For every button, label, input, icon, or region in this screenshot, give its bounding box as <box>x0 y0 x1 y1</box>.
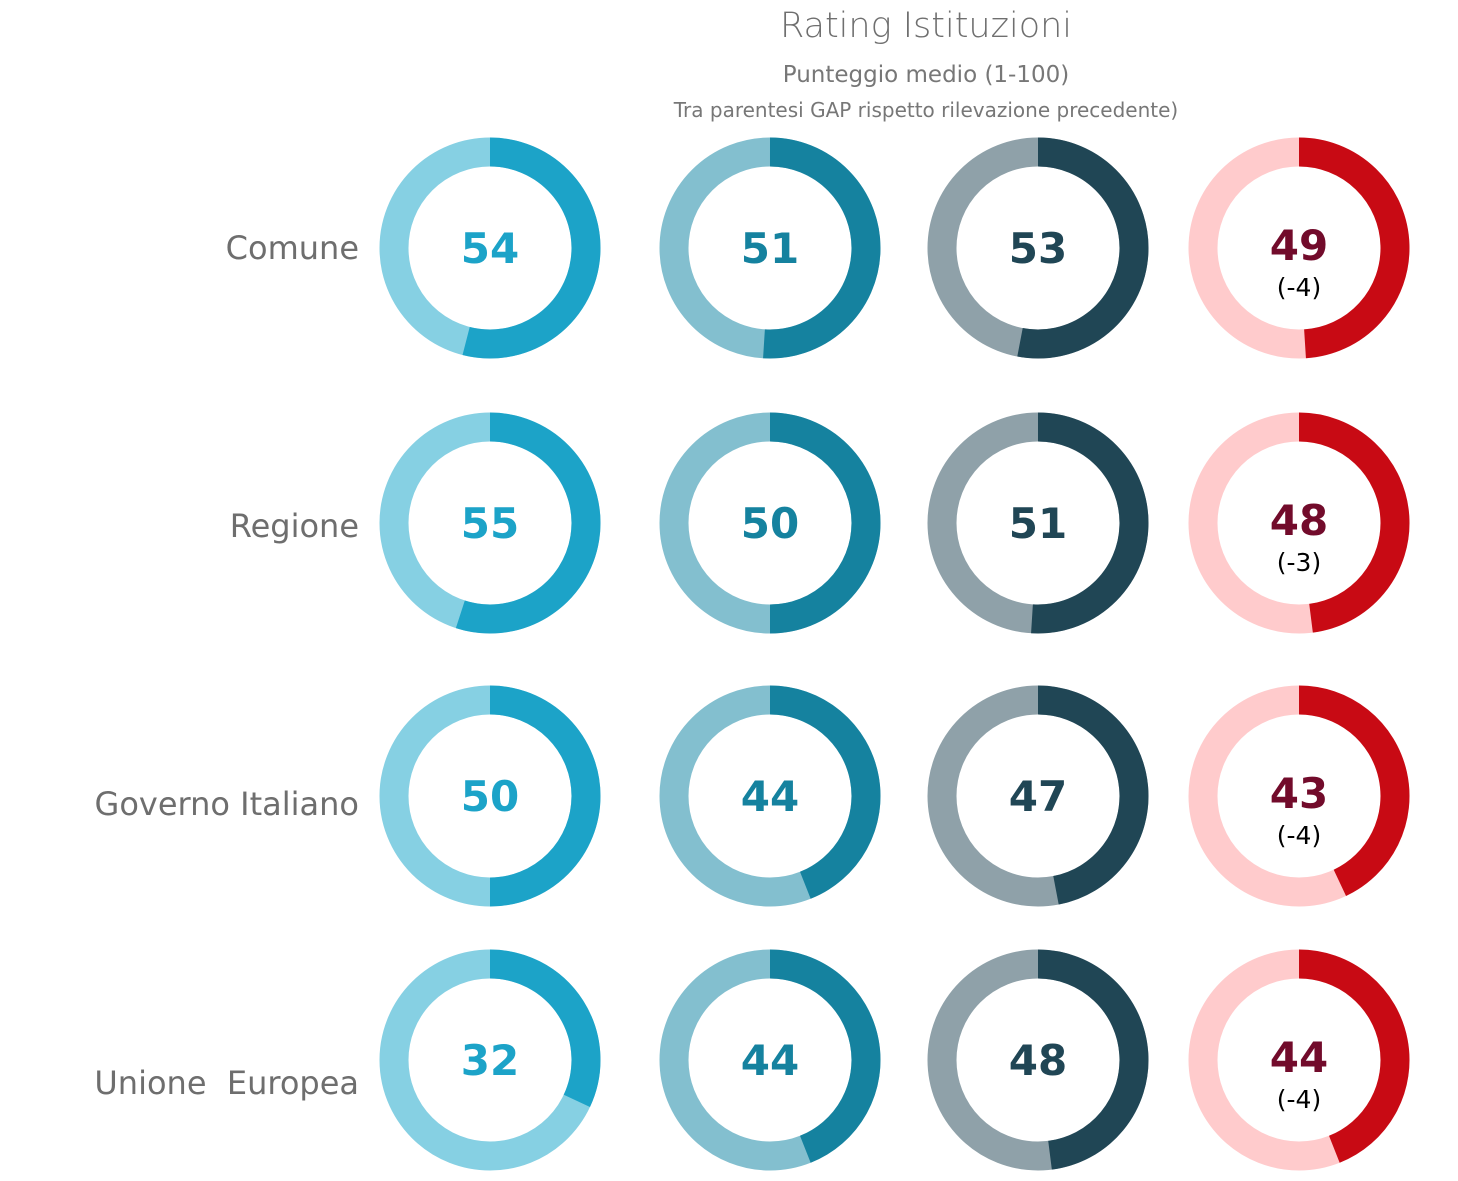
donut-regione-series-3: 51 <box>927 412 1149 634</box>
donut-value-label: 54 <box>461 224 519 273</box>
chart-subtitle-note: Tra parentesi GAP rispetto rilevazione p… <box>673 98 1179 122</box>
donut-value-label: 44 <box>741 1036 799 1085</box>
donut-value-arc <box>1298 137 1410 359</box>
donut-value-arc <box>1037 685 1149 905</box>
donut-value-label: 43 <box>1270 769 1328 818</box>
donut-value-arc <box>1298 949 1410 1163</box>
donut-value-arc <box>489 685 601 907</box>
donut-value-label: 32 <box>461 1036 519 1085</box>
donut-value-label: 50 <box>461 772 519 821</box>
donut-gap-label: (-4) <box>1277 273 1321 302</box>
donut-value-arc <box>1017 137 1149 359</box>
donut-comune-series-1: 54 <box>379 137 601 359</box>
donut-unione-europea-series-1: 32 <box>379 949 601 1171</box>
donut-gap-label: (-4) <box>1277 821 1321 850</box>
row-label-governo-italiano: Governo Italiano <box>94 785 359 823</box>
donut-unione-europea-series-2: 44 <box>659 949 881 1171</box>
donut-value-arc <box>1298 412 1410 633</box>
donut-value-arc <box>455 412 601 634</box>
chart-title: Rating Istituzioni <box>779 6 1073 46</box>
donut-regione-series-4: 48 (-3) <box>1188 412 1410 634</box>
donut-value-label: 53 <box>1009 224 1067 273</box>
donut-comune-series-2: 51 <box>659 137 881 359</box>
chart-subtitle: Punteggio medio (1-100) <box>782 62 1070 88</box>
donut-regione-series-2: 50 <box>659 412 881 634</box>
donut-value-label: 51 <box>741 224 799 273</box>
donut-regione-series-1: 55 <box>379 412 601 634</box>
donut-comune-series-3: 53 <box>927 137 1149 359</box>
donut-value-arc <box>462 137 601 359</box>
donut-value-arc <box>1298 685 1410 896</box>
donut-unione-europea-series-3: 48 <box>927 949 1149 1171</box>
donut-value-arc <box>769 685 881 899</box>
donut-governo-italiano-series-1: 50 <box>379 685 601 907</box>
donut-value-label: 49 <box>1270 221 1328 270</box>
row-label-comune: Comune <box>225 229 359 267</box>
donut-value-label: 50 <box>741 499 799 548</box>
donut-comune-series-4: 49 (-4) <box>1188 137 1410 359</box>
row-label-unione-europea: Unione Europea <box>94 1064 359 1102</box>
donut-governo-italiano-series-4: 43 (-4) <box>1188 685 1410 907</box>
donut-value-arc <box>763 137 881 359</box>
row-label-regione: Regione <box>229 507 359 545</box>
donut-value-label: 48 <box>1009 1036 1067 1085</box>
donut-gap-label: (-4) <box>1277 1085 1321 1114</box>
donut-value-label: 44 <box>1270 1033 1328 1082</box>
donut-value-label: 55 <box>461 499 519 548</box>
donut-value-label: 51 <box>1009 499 1067 548</box>
donut-value-arc <box>769 412 881 634</box>
donut-value-arc <box>769 949 881 1163</box>
donut-value-label: 47 <box>1009 772 1067 821</box>
donut-governo-italiano-series-2: 44 <box>659 685 881 907</box>
donut-value-label: 48 <box>1270 496 1328 545</box>
donut-unione-europea-series-4: 44 (-4) <box>1188 949 1410 1171</box>
donut-value-label: 44 <box>741 772 799 821</box>
donut-gap-label: (-3) <box>1277 548 1321 577</box>
donut-value-arc <box>1037 949 1149 1170</box>
donut-value-arc <box>1031 412 1149 634</box>
donut-governo-italiano-series-3: 47 <box>927 685 1149 907</box>
donut-value-arc <box>489 949 601 1108</box>
